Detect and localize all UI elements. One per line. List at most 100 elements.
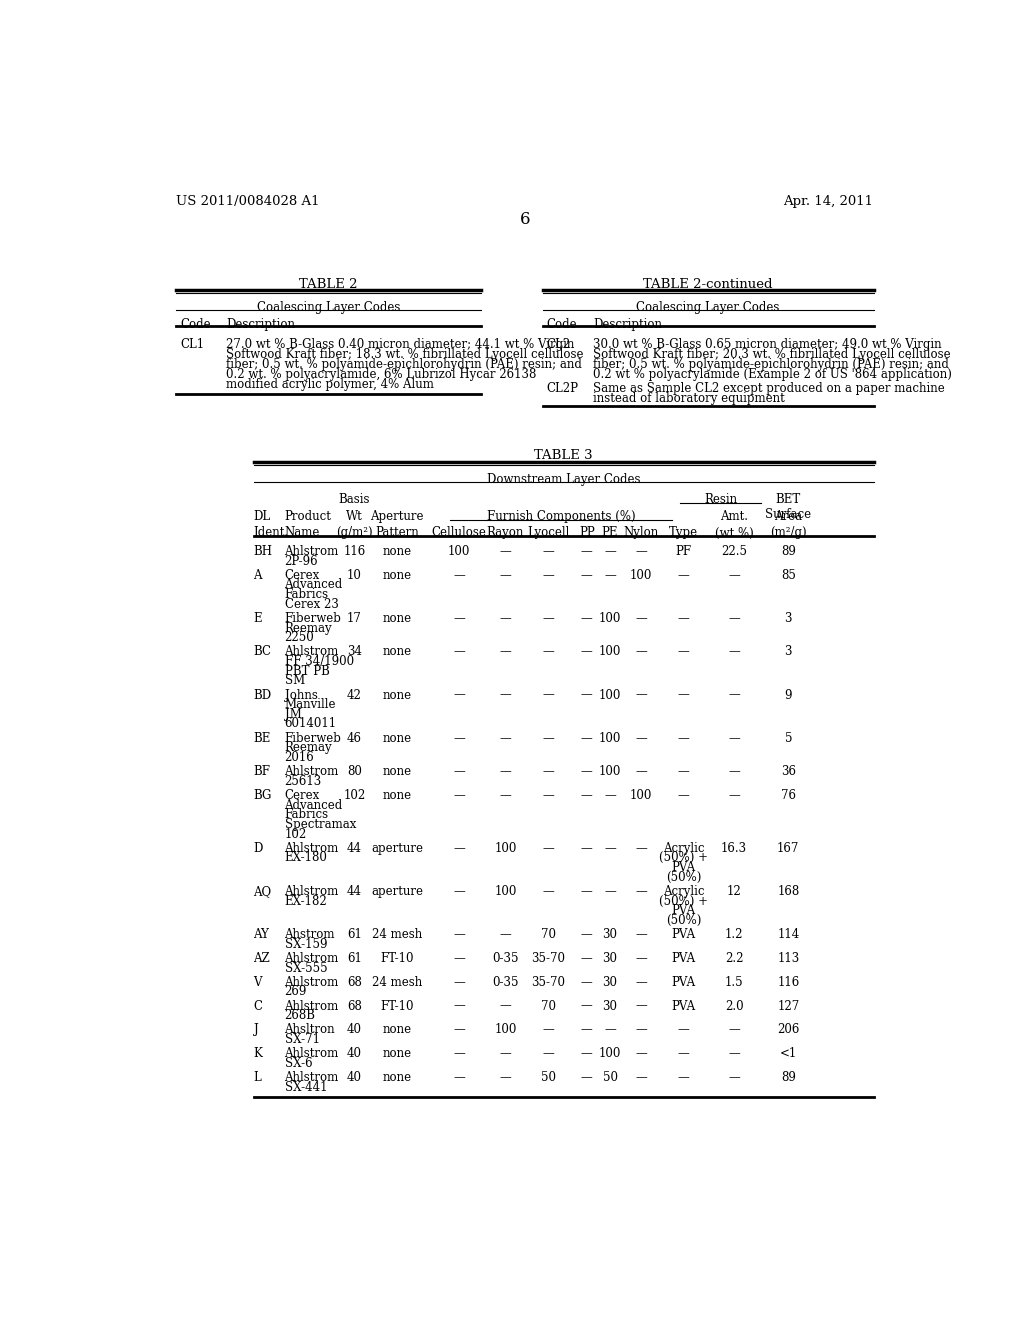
Text: Apr. 14, 2011: Apr. 14, 2011 <box>783 195 873 209</box>
Text: 3: 3 <box>784 612 792 624</box>
Text: Type: Type <box>669 527 698 540</box>
Text: 114: 114 <box>777 928 800 941</box>
Text: SX-71: SX-71 <box>285 1034 319 1047</box>
Text: —: — <box>581 975 593 989</box>
Text: A: A <box>254 569 262 582</box>
Text: —: — <box>500 999 511 1012</box>
Text: 61: 61 <box>347 952 361 965</box>
Text: PVA: PVA <box>672 861 695 874</box>
Text: 6: 6 <box>519 211 530 228</box>
Text: —: — <box>453 789 465 803</box>
Text: BD: BD <box>254 689 271 701</box>
Text: L: L <box>254 1072 261 1084</box>
Text: Description: Description <box>226 318 296 331</box>
Text: —: — <box>728 1023 740 1036</box>
Text: 127: 127 <box>777 999 800 1012</box>
Text: —: — <box>453 689 465 701</box>
Text: 102: 102 <box>285 828 307 841</box>
Text: —: — <box>635 1047 647 1060</box>
Text: 22.5: 22.5 <box>721 545 748 558</box>
Text: PVA: PVA <box>672 928 695 941</box>
Text: aperture: aperture <box>371 884 423 898</box>
Text: 3: 3 <box>784 645 792 659</box>
Text: instead of laboratory equipment: instead of laboratory equipment <box>593 392 784 405</box>
Text: —: — <box>728 731 740 744</box>
Text: 40: 40 <box>347 1047 361 1060</box>
Text: PBT PB: PBT PB <box>285 665 330 677</box>
Text: —: — <box>728 612 740 624</box>
Text: 89: 89 <box>781 1072 796 1084</box>
Text: Johns: Johns <box>285 689 317 701</box>
Text: 100: 100 <box>599 731 622 744</box>
Text: C: C <box>254 999 262 1012</box>
Text: Name: Name <box>285 527 319 540</box>
Text: 76: 76 <box>781 789 796 803</box>
Text: —: — <box>635 928 647 941</box>
Text: —: — <box>635 545 647 558</box>
Text: —: — <box>581 789 593 803</box>
Text: —: — <box>581 999 593 1012</box>
Text: BC: BC <box>254 645 271 659</box>
Text: 0-35: 0-35 <box>493 952 519 965</box>
Text: —: — <box>542 1023 554 1036</box>
Text: TABLE 2: TABLE 2 <box>299 277 357 290</box>
Text: Pattern: Pattern <box>375 527 419 540</box>
Text: —: — <box>453 975 465 989</box>
Text: —: — <box>604 1023 615 1036</box>
Text: —: — <box>728 766 740 779</box>
Text: 68: 68 <box>347 975 361 989</box>
Text: Manville: Manville <box>285 698 336 711</box>
Text: —: — <box>678 1023 689 1036</box>
Text: 30: 30 <box>602 999 617 1012</box>
Text: Ahlstrom: Ahlstrom <box>285 842 339 855</box>
Text: J: J <box>254 1023 258 1036</box>
Text: (m²/g): (m²/g) <box>770 527 807 540</box>
Text: Resin: Resin <box>703 494 737 507</box>
Text: FF 34/1900: FF 34/1900 <box>285 655 353 668</box>
Text: —: — <box>728 689 740 701</box>
Text: 100: 100 <box>599 766 622 779</box>
Text: Fiberweb: Fiberweb <box>285 731 341 744</box>
Text: 100: 100 <box>599 645 622 659</box>
Text: 100: 100 <box>630 789 652 803</box>
Text: BG: BG <box>254 789 272 803</box>
Text: Rayon: Rayon <box>486 527 524 540</box>
Text: —: — <box>635 1023 647 1036</box>
Text: BE: BE <box>254 731 271 744</box>
Text: none: none <box>382 731 412 744</box>
Text: D: D <box>254 842 263 855</box>
Text: AQ: AQ <box>254 884 271 898</box>
Text: —: — <box>542 645 554 659</box>
Text: —: — <box>678 789 689 803</box>
Text: Ahlstrom: Ahlstrom <box>285 645 339 659</box>
Text: —: — <box>604 569 615 582</box>
Text: —: — <box>453 952 465 965</box>
Text: US 2011/0084028 A1: US 2011/0084028 A1 <box>176 195 319 209</box>
Text: —: — <box>635 999 647 1012</box>
Text: 268B: 268B <box>285 1010 315 1022</box>
Text: TABLE 3: TABLE 3 <box>535 449 593 462</box>
Text: CL2: CL2 <box>547 338 570 351</box>
Text: 34: 34 <box>347 645 361 659</box>
Text: —: — <box>581 1047 593 1060</box>
Text: 0-35: 0-35 <box>493 975 519 989</box>
Text: 27.0 wt % B-Glass 0.40 micron diameter; 44.1 wt % Virgin: 27.0 wt % B-Glass 0.40 micron diameter; … <box>226 338 574 351</box>
Text: 40: 40 <box>347 1023 361 1036</box>
Text: 269: 269 <box>285 985 307 998</box>
Text: FT-10: FT-10 <box>380 952 414 965</box>
Text: Code: Code <box>547 318 578 331</box>
Text: —: — <box>581 928 593 941</box>
Text: —: — <box>542 884 554 898</box>
Text: 100: 100 <box>495 884 517 898</box>
Text: 35-70: 35-70 <box>531 952 565 965</box>
Text: 2.2: 2.2 <box>725 952 743 965</box>
Text: 2250: 2250 <box>285 631 314 644</box>
Text: 6014011: 6014011 <box>285 718 337 730</box>
Text: —: — <box>581 884 593 898</box>
Text: —: — <box>635 731 647 744</box>
Text: Ahlstrom: Ahlstrom <box>285 975 339 989</box>
Text: —: — <box>453 569 465 582</box>
Text: Description: Description <box>593 318 662 331</box>
Text: —: — <box>453 884 465 898</box>
Text: Ahlstrom: Ahlstrom <box>285 952 339 965</box>
